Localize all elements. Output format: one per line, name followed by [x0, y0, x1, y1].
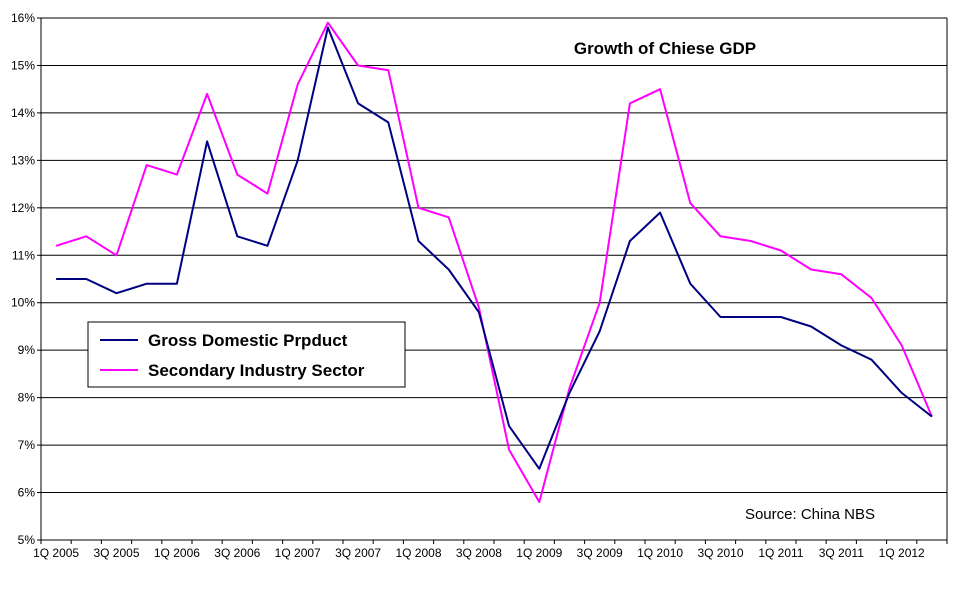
- y-tick-label: 9%: [18, 343, 36, 357]
- x-tick-label: 1Q 2005: [33, 546, 79, 560]
- x-tick-label: 3Q 2009: [577, 546, 623, 560]
- y-tick-label: 16%: [11, 11, 35, 25]
- y-tick-label: 7%: [18, 438, 36, 452]
- y-tick-label: 12%: [11, 201, 35, 215]
- y-tick-label: 14%: [11, 106, 35, 120]
- x-axis: 1Q 2005 3Q 2005 1Q 2006 3Q 2006 1Q 2007 3Q 20…: [33, 539, 948, 560]
- x-tick-label: 1Q 2006: [154, 546, 200, 560]
- x-tick-label: 3Q 2007: [335, 546, 381, 560]
- series-line-gross-domestic-prpduct: [56, 26, 933, 470]
- y-tick-label: 10%: [11, 296, 35, 310]
- y-tick-label: 11%: [12, 248, 35, 262]
- x-tick-label: 3Q 2011: [819, 546, 864, 560]
- y-axis: 5% 6% 7% 8% 9% 10% 11% 12% 13% 14% 15% 16%: [11, 11, 948, 547]
- x-tick-label: 3Q 2005: [93, 546, 139, 560]
- gridlines: [41, 17, 947, 541]
- y-tick-label: 15%: [11, 58, 35, 72]
- y-tick-label: 6%: [18, 486, 36, 500]
- series-lines: [55, 21, 933, 503]
- x-tick-label: 1Q 2011: [758, 546, 803, 560]
- x-tick-label: 1Q 2009: [516, 546, 562, 560]
- series-line-secondary-industry-sector: [55, 21, 933, 503]
- x-tick-label: 3Q 2008: [456, 546, 502, 560]
- x-tick-label: 1Q 2012: [879, 546, 925, 560]
- y-tick-label: 5%: [18, 533, 36, 547]
- legend-label-secondary: Secondary Industry Sector: [148, 361, 365, 380]
- y-tick-label: 8%: [18, 391, 36, 405]
- source-note: Source: China NBS: [745, 506, 875, 523]
- x-tick-label: 3Q 2010: [697, 546, 743, 560]
- x-tick-label: 1Q 2010: [637, 546, 683, 560]
- y-tick-label: 13%: [11, 153, 35, 167]
- x-tick-label: 1Q 2007: [275, 546, 321, 560]
- legend: Gross Domestic Prpduct Secondary Industr…: [87, 321, 406, 388]
- chart-title: Growth of Chiese GDP: [574, 39, 756, 58]
- x-tick-label: 3Q 2006: [214, 546, 260, 560]
- x-tick-label: 1Q 2008: [395, 546, 441, 560]
- legend-label-gdp: Gross Domestic Prpduct: [148, 331, 348, 350]
